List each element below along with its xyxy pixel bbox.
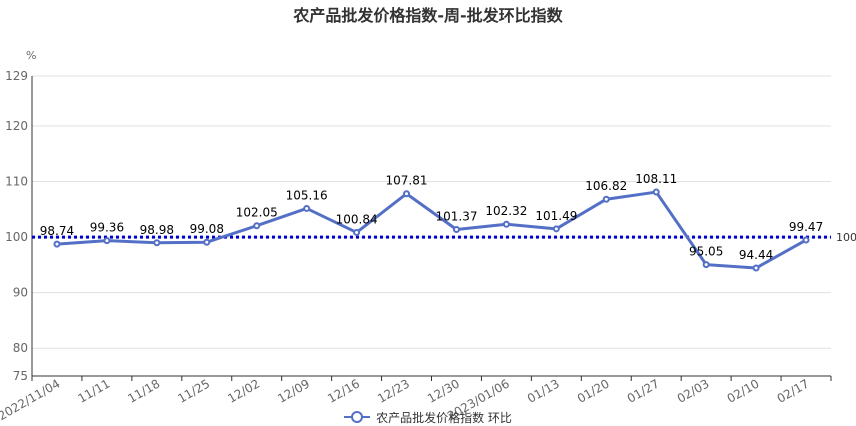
x-tick-label: 01/27 (625, 376, 662, 405)
data-point (452, 226, 460, 233)
data-label: 98.74 (40, 224, 74, 238)
data-point (802, 236, 810, 244)
data-point (702, 261, 710, 269)
y-tick-label: 90 (13, 286, 28, 300)
data-label: 107.81 (386, 174, 428, 188)
data-point (53, 240, 61, 248)
x-tick-label: 12/23 (375, 376, 412, 405)
reference-line-label: 100 (836, 231, 856, 244)
x-tick-label: 11/18 (125, 376, 162, 405)
y-tick-label: 120 (5, 119, 28, 133)
legend[interactable]: 农产品批发价格指数 环比 (0, 409, 856, 425)
data-point (103, 237, 111, 245)
data-label: 102.32 (485, 204, 527, 218)
x-tick-label: 02/17 (775, 376, 812, 405)
x-tick-label: 02/03 (675, 376, 712, 405)
data-point (153, 239, 161, 247)
data-point (403, 190, 411, 198)
x-tick-label: 02/10 (725, 376, 762, 405)
grid-lines (32, 75, 831, 349)
x-tick-label: 12/16 (325, 376, 362, 405)
series-line (56, 190, 807, 270)
x-tick-label: 12/09 (275, 376, 312, 405)
data-label: 99.36 (90, 221, 124, 235)
y-tick-label: 80 (13, 341, 28, 355)
data-point (752, 264, 760, 272)
data-label: 105.16 (286, 188, 328, 202)
data-label: 99.08 (190, 222, 224, 236)
data-label: 102.05 (236, 206, 278, 220)
data-label: 108.11 (635, 172, 677, 186)
reference-line-group: 100 (32, 231, 856, 244)
data-labels: 98.74 99.36 98.98 99.08 102.05 105.16 100.84 10… (40, 172, 823, 262)
data-label: 106.82 (585, 179, 627, 193)
data-label: 94.44 (739, 248, 773, 262)
y-tick-label: 100 (5, 230, 28, 244)
y-tick-label: 129 (5, 69, 28, 83)
data-label: 99.47 (789, 220, 823, 234)
x-tick-label: 12/30 (425, 376, 462, 405)
data-label: 95.05 (689, 245, 723, 259)
legend-line-marker-icon (344, 410, 371, 424)
series-group (53, 188, 810, 272)
y-axis-unit-label: % (26, 49, 36, 62)
data-label: 100.84 (336, 212, 378, 226)
y-tick-label: 110 (5, 175, 28, 189)
data-point (652, 188, 660, 196)
data-point (253, 222, 261, 230)
data-label: 98.98 (140, 223, 174, 237)
data-point (353, 228, 361, 236)
x-tick-label: 01/13 (525, 376, 562, 405)
x-tick-label: 12/02 (225, 376, 262, 405)
data-point (502, 220, 510, 228)
data-label: 101.37 (435, 210, 477, 224)
data-point (602, 195, 610, 203)
chart-title: 农产品批发价格指数-周-批发环比指数 (293, 6, 563, 25)
x-tick-label: 11/11 (75, 376, 112, 405)
data-point (552, 225, 560, 233)
x-tick-label: 11/25 (175, 376, 212, 405)
data-label: 101.49 (535, 209, 577, 223)
x-tick-label: 01/20 (575, 376, 612, 405)
y-tick-label: 75 (13, 369, 28, 383)
data-point (303, 204, 311, 212)
data-point (203, 238, 211, 246)
legend-label: 农产品批发价格指数 环比 (376, 410, 512, 425)
